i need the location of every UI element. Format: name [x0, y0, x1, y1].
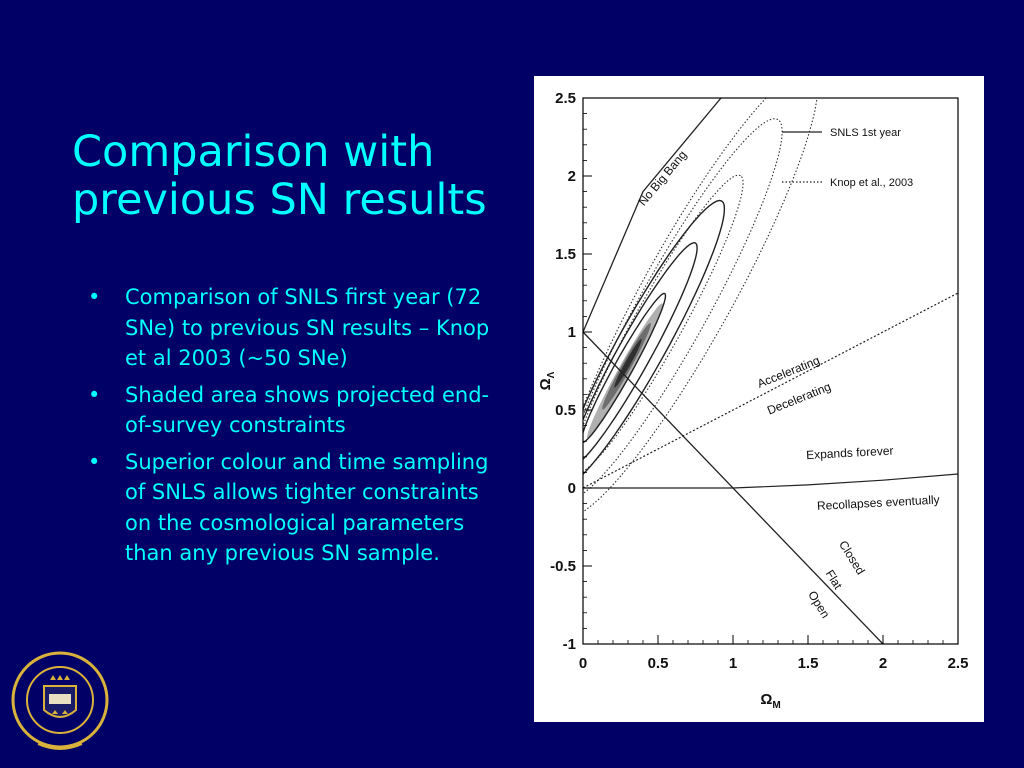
- bullet-text-3: Superior colour and time sampling of SNL…: [125, 449, 489, 566]
- x-tick-label: 1: [729, 655, 737, 672]
- snls-contour-2: [583, 241, 698, 461]
- y-axis-label: ΩΛ: [537, 371, 557, 390]
- x-tick-label: 2.5: [948, 655, 969, 672]
- slide-title-line-1: Comparison with: [72, 127, 435, 177]
- knop-contour-3: [583, 98, 818, 513]
- snls-contour-1: [583, 292, 667, 444]
- x-tick-label: 0.5: [648, 655, 669, 672]
- annotation-4: Expands forever: [806, 444, 894, 463]
- bullet-item-3: • Superior colour and time sampling of S…: [88, 447, 498, 569]
- plot-frame: [582, 97, 959, 645]
- annotation-3: Decelerating: [765, 379, 833, 417]
- bullet-text-1: Comparison of SNLS first year (72 SNe) t…: [125, 285, 490, 370]
- bullet-text-2: Shaded area shows projected end-of-surve…: [125, 382, 490, 438]
- legend-label-1: SNLS 1st year: [830, 127, 901, 139]
- annotation-1: No Big Bang: [635, 148, 689, 209]
- bullet-list: • Comparison of SNLS first year (72 SNe)…: [88, 282, 498, 575]
- y-tick-label: 0: [568, 480, 576, 497]
- cosmology-figure: 0 0.5 1 1.5 2 2.5 -1 -0.5 0 0.5 1 1.5 2 2.5 SNLS 1st …: [534, 76, 984, 722]
- x-tick-label: 1.5: [798, 655, 819, 672]
- accel-decel-line: [583, 292, 958, 489]
- y-tick-label: 0.5: [555, 402, 576, 419]
- snls-contour-3: [583, 199, 726, 476]
- omega-chart: 0 0.5 1 1.5 2 2.5 -1 -0.5 0 0.5 1 1.5 2 2.5 SNLS 1st …: [537, 90, 969, 711]
- slide-title-line-2: previous SN results: [72, 175, 487, 225]
- annotation-8: Open: [805, 588, 832, 620]
- knop-contour-1: [583, 174, 744, 472]
- bullet-dot: •: [88, 449, 101, 474]
- y-tick-label: 2: [568, 168, 576, 185]
- x-tick-label: 0: [579, 655, 587, 672]
- annotation-5: Recollapses eventually: [817, 493, 940, 513]
- annotation-6: Closed: [836, 538, 868, 577]
- bullet-dot: •: [88, 285, 101, 309]
- annotation-7: Flat: [823, 567, 846, 592]
- no-big-bang-line: [583, 98, 722, 333]
- x-tick-label: 2: [879, 655, 887, 672]
- legend-label-2: Knop et al., 2003: [830, 177, 913, 189]
- y-tick-label: 2.5: [555, 90, 576, 107]
- y-tick-label: -1: [563, 636, 576, 653]
- y-tick-label: -0.5: [550, 558, 576, 575]
- slide-title: Comparison with previous SN results: [72, 128, 532, 224]
- oxford-crest-logo: [11, 651, 109, 750]
- x-axis-label: ΩM: [760, 691, 780, 711]
- expands-recollapse-line: [583, 473, 958, 489]
- y-tick-label: 1.5: [555, 246, 576, 263]
- bullet-dot: •: [88, 382, 101, 407]
- shaded-region-3: [614, 338, 642, 388]
- y-tick-label: 1: [568, 324, 576, 341]
- bullet-item-2: • Shaded area shows projected end-of-sur…: [88, 380, 498, 441]
- bullet-item-1: • Comparison of SNLS first year (72 SNe)…: [88, 282, 498, 374]
